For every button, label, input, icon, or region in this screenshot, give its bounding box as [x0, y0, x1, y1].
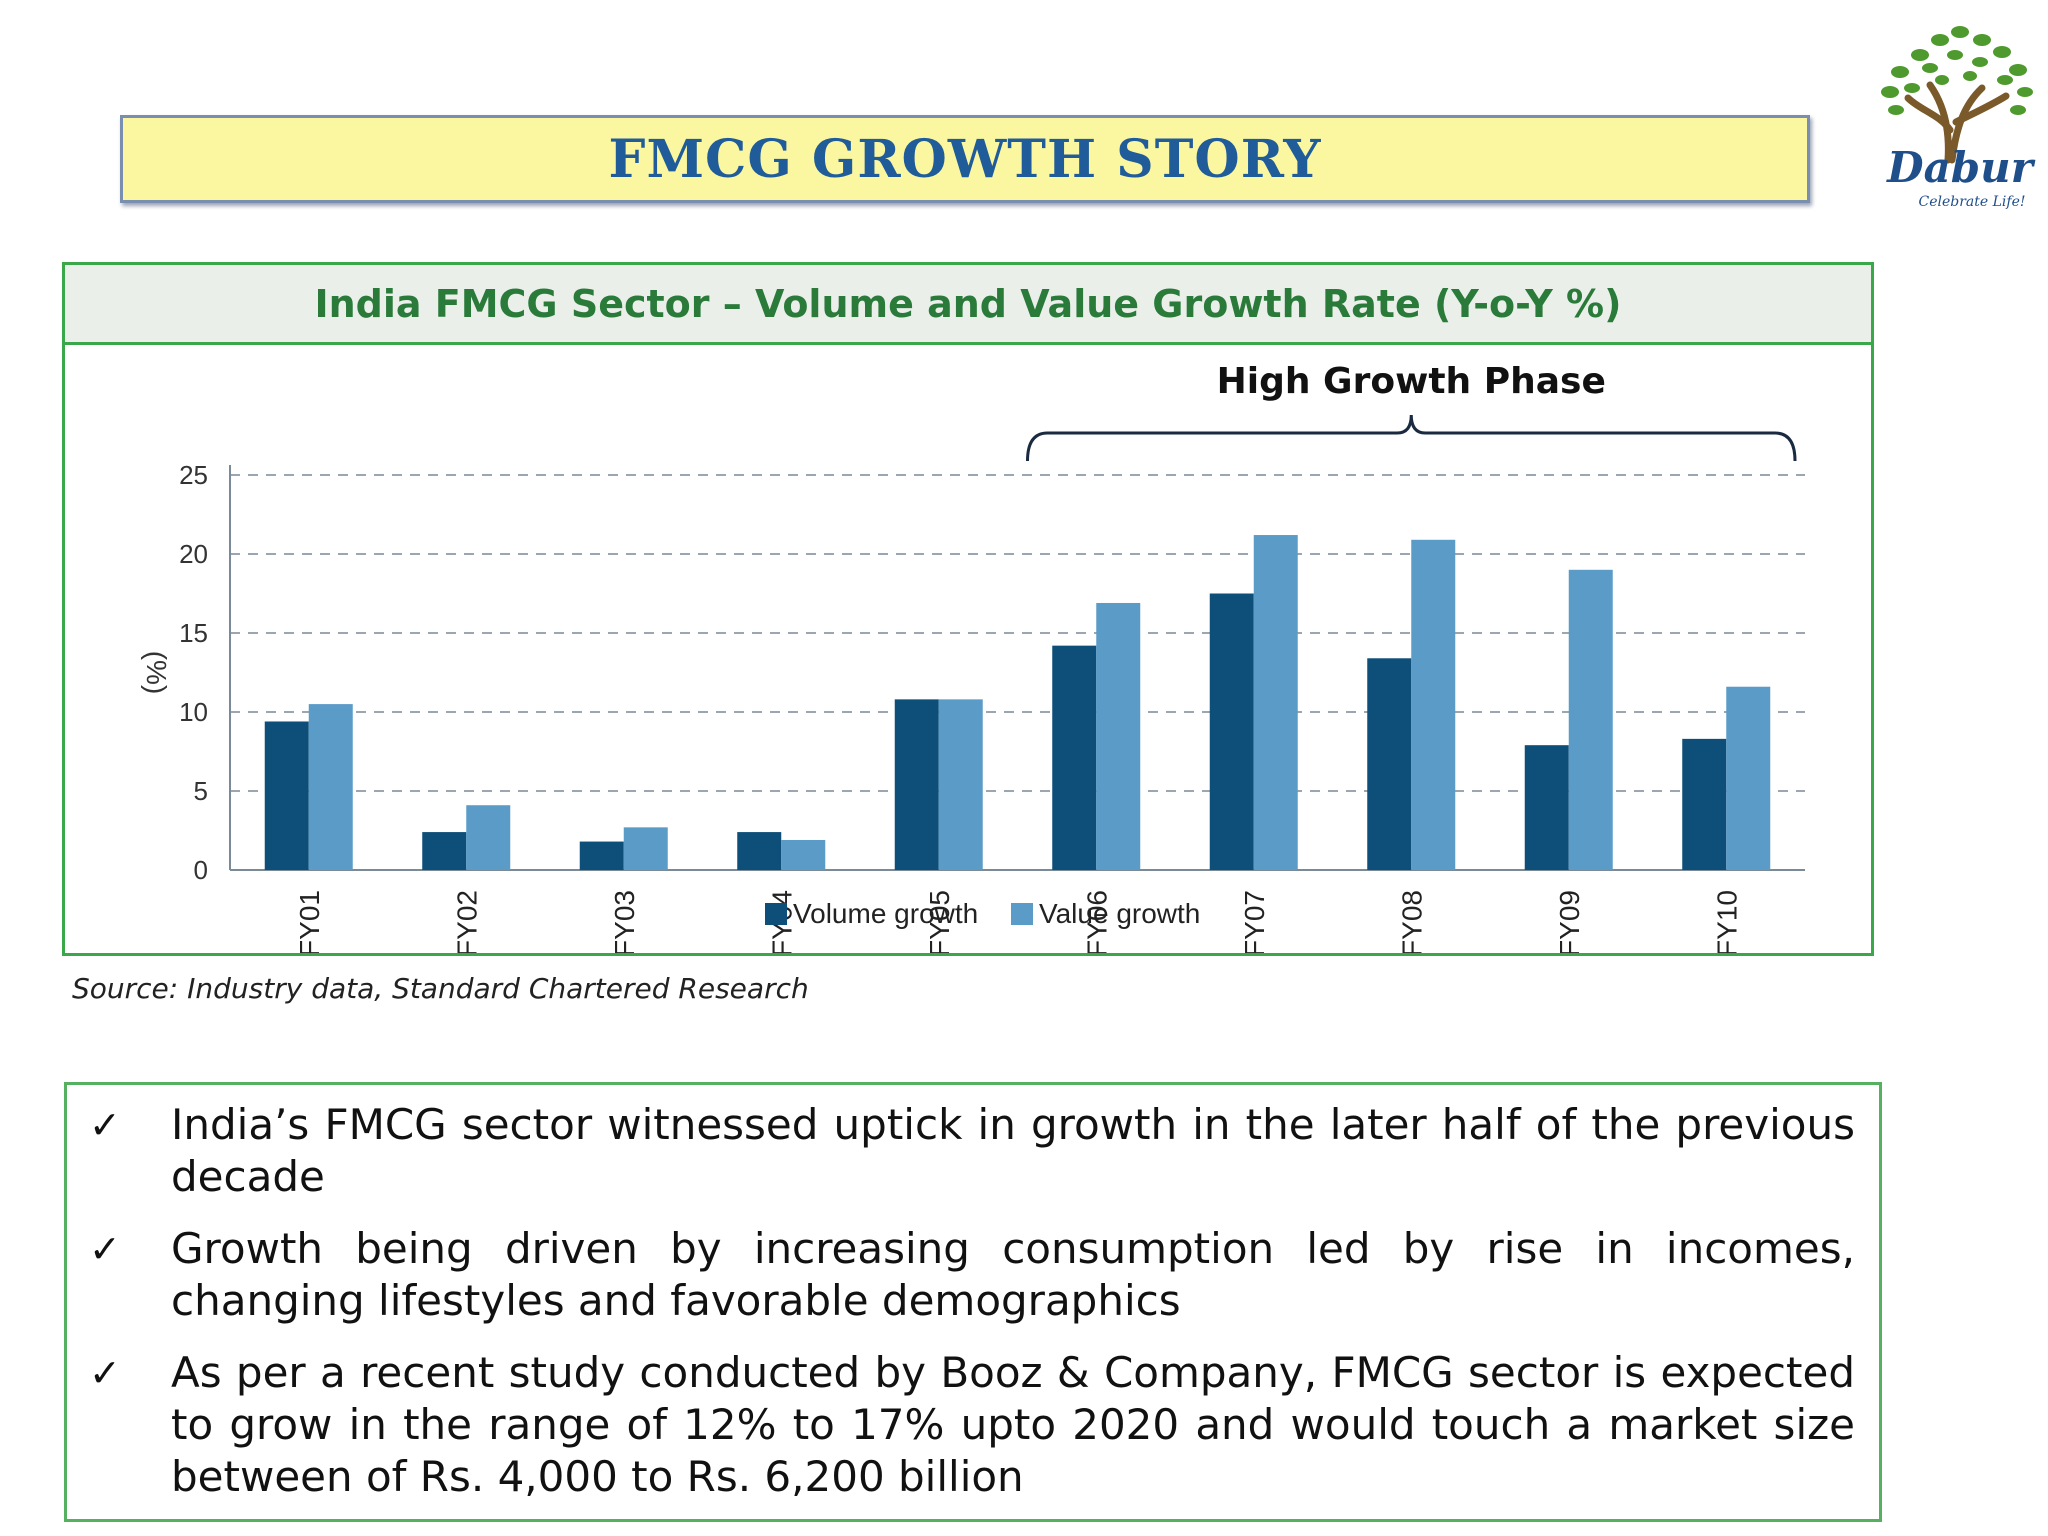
bullet-item: ✓ As per a recent study conducted by Boo… — [89, 1347, 1855, 1503]
y-tick-label: 0 — [194, 855, 208, 885]
y-tick-label: 5 — [194, 776, 208, 806]
y-tick-label: 20 — [179, 539, 208, 569]
chart-frame: India FMCG Sector – Volume and Value Gro… — [62, 262, 1874, 956]
tree-icon — [1881, 26, 2033, 164]
slide-title: FMCG GROWTH STORY — [608, 128, 1322, 190]
annotation-label: High Growth Phase — [1217, 361, 1606, 402]
x-tick-label: FY02 — [451, 890, 482, 953]
x-tick-label: FY01 — [294, 890, 325, 953]
bar-value — [1726, 686, 1771, 870]
bar-value — [1253, 535, 1298, 870]
bullet-text: India’s FMCG sector witnessed uptick in … — [171, 1100, 1855, 1201]
bar-value — [308, 704, 353, 870]
x-tick-label: FY10 — [1711, 890, 1742, 953]
bullet-text: Growth being driven by increasing consum… — [171, 1224, 1855, 1325]
bullet-text: As per a recent study conducted by Booz … — [171, 1348, 1855, 1501]
logo-tagline: Celebrate Life! — [1919, 194, 2026, 210]
source-note: Source: Industry data, Standard Chartere… — [72, 972, 809, 1005]
x-tick-label: FY09 — [1554, 890, 1585, 953]
x-tick-label: FY03 — [609, 890, 640, 953]
bar-value — [781, 839, 826, 870]
bar-value — [623, 827, 668, 870]
y-axis-label: (%) — [141, 651, 172, 695]
bar-volume — [1682, 738, 1727, 870]
bar-value — [1568, 569, 1613, 870]
bar-volume — [1052, 645, 1097, 870]
bar-volume — [264, 721, 309, 870]
bullet-item: ✓ India’s FMCG sector witnessed uptick i… — [89, 1099, 1855, 1203]
dabur-logo: Dabur Celebrate Life! — [1881, 26, 2036, 210]
bar-value — [1411, 539, 1456, 870]
x-tick-label: FY05 — [924, 890, 955, 953]
bar-volume — [1209, 593, 1254, 870]
legend-label: Value growth — [1039, 898, 1200, 929]
chart-box-title: India FMCG Sector – Volume and Value Gro… — [314, 281, 1622, 326]
growth-bar-chart: 0510152025(%)FY01FY02FY03FY04FY05FY06FY0… — [141, 361, 1805, 953]
slide-title-banner: FMCG GROWTH STORY — [120, 115, 1810, 203]
y-tick-label: 25 — [179, 460, 208, 490]
bar-volume — [1367, 658, 1412, 870]
bar-volume — [1524, 745, 1569, 870]
chart-header: India FMCG Sector – Volume and Value Gro… — [65, 265, 1871, 345]
bar-value — [466, 805, 511, 870]
checkmark-icon: ✓ — [89, 1351, 121, 1395]
annotation-label-bg — [1211, 361, 1612, 405]
checkmark-icon: ✓ — [89, 1103, 121, 1147]
bar-volume — [894, 699, 939, 870]
logo-brand: Dabur — [1886, 143, 2036, 192]
y-tick-label: 10 — [179, 697, 208, 727]
bar-volume — [579, 841, 624, 870]
x-tick-label: FY08 — [1396, 890, 1427, 953]
legend-label: Volume growth — [793, 898, 978, 929]
bullet-item: ✓ Growth being driven by increasing cons… — [89, 1223, 1855, 1327]
bar-volume — [737, 832, 782, 870]
bar-value — [938, 699, 983, 870]
bar-value — [1096, 602, 1141, 870]
annotation-bracket — [1026, 414, 1797, 462]
legend-swatch — [1011, 903, 1033, 925]
y-tick-label: 15 — [179, 618, 208, 648]
x-tick-label: FY06 — [1081, 890, 1112, 953]
bar-volume — [422, 832, 467, 870]
legend-swatch — [765, 903, 787, 925]
bullet-box: ✓ India’s FMCG sector witnessed uptick i… — [64, 1082, 1882, 1522]
x-tick-label: FY07 — [1239, 890, 1270, 953]
checkmark-icon: ✓ — [89, 1227, 121, 1271]
